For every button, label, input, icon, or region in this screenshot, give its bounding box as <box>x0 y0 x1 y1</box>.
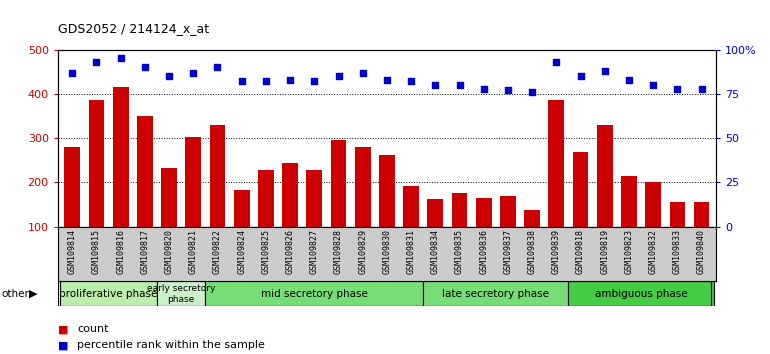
Text: GSM109832: GSM109832 <box>648 229 658 274</box>
Text: GSM109818: GSM109818 <box>576 229 585 274</box>
Text: GSM109834: GSM109834 <box>431 229 440 274</box>
Point <box>429 82 441 88</box>
Text: GSM109815: GSM109815 <box>92 229 101 274</box>
Bar <box>89 101 105 227</box>
Text: other: other <box>2 289 29 299</box>
Point <box>259 79 272 84</box>
Text: GSM109836: GSM109836 <box>479 229 488 274</box>
Text: GSM109823: GSM109823 <box>624 229 634 274</box>
Text: ▶: ▶ <box>29 289 38 299</box>
Point <box>163 73 176 79</box>
Text: GSM109822: GSM109822 <box>213 229 222 274</box>
Text: ■: ■ <box>58 340 69 350</box>
Bar <box>568 281 714 306</box>
Point <box>671 86 684 91</box>
Point <box>284 77 296 82</box>
Bar <box>452 193 467 227</box>
Text: mid secretory phase: mid secretory phase <box>261 289 368 299</box>
Bar <box>206 281 424 306</box>
Bar <box>234 190 249 227</box>
Bar <box>355 147 370 227</box>
Point <box>90 59 102 65</box>
Text: GSM109829: GSM109829 <box>358 229 367 274</box>
Point <box>574 73 587 79</box>
Text: count: count <box>77 324 109 334</box>
Bar <box>283 163 298 227</box>
Bar <box>694 202 709 227</box>
Point <box>405 79 417 84</box>
Point <box>477 86 490 91</box>
Text: GDS2052 / 214124_x_at: GDS2052 / 214124_x_at <box>58 22 209 35</box>
Bar <box>65 147 80 227</box>
Text: GSM109830: GSM109830 <box>383 229 391 274</box>
Text: GSM109827: GSM109827 <box>310 229 319 274</box>
Bar <box>113 87 129 227</box>
Text: early secretory
phase: early secretory phase <box>147 284 216 303</box>
Text: GSM109838: GSM109838 <box>527 229 537 274</box>
Point <box>139 64 151 70</box>
Text: GSM109840: GSM109840 <box>697 229 706 274</box>
Point <box>526 89 538 95</box>
Bar <box>306 170 322 227</box>
Point <box>551 59 563 65</box>
Point <box>308 79 320 84</box>
Bar <box>157 281 206 306</box>
Point <box>211 64 223 70</box>
Text: GSM109831: GSM109831 <box>407 229 416 274</box>
Bar <box>524 210 540 227</box>
Point <box>623 77 635 82</box>
Text: GSM109817: GSM109817 <box>140 229 149 274</box>
Point <box>380 77 393 82</box>
Bar <box>621 176 637 227</box>
Bar <box>403 186 419 227</box>
Point <box>357 70 369 75</box>
Text: GSM109821: GSM109821 <box>189 229 198 274</box>
Point <box>647 82 659 88</box>
Bar <box>597 125 613 227</box>
Text: late secretory phase: late secretory phase <box>442 289 549 299</box>
Bar <box>548 101 564 227</box>
Point <box>115 56 127 61</box>
Bar <box>209 125 226 227</box>
Point <box>66 70 79 75</box>
Text: GSM109825: GSM109825 <box>261 229 270 274</box>
Point <box>695 86 708 91</box>
Text: GSM109835: GSM109835 <box>455 229 464 274</box>
Bar <box>645 182 661 227</box>
Bar <box>573 152 588 227</box>
Point <box>454 82 466 88</box>
Text: GSM109819: GSM109819 <box>601 229 609 274</box>
Bar <box>330 140 346 227</box>
Bar <box>476 198 491 227</box>
Point <box>598 68 611 74</box>
Point <box>187 70 199 75</box>
Text: GSM109816: GSM109816 <box>116 229 126 274</box>
Bar <box>424 281 568 306</box>
Bar <box>669 202 685 227</box>
Bar <box>379 155 395 227</box>
Bar <box>427 199 444 227</box>
Bar <box>60 281 157 306</box>
Text: GSM109839: GSM109839 <box>552 229 561 274</box>
Point <box>236 79 248 84</box>
Bar <box>161 168 177 227</box>
Bar <box>137 116 152 227</box>
Text: percentile rank within the sample: percentile rank within the sample <box>77 340 265 350</box>
Text: proliferative phase: proliferative phase <box>59 289 158 299</box>
Text: ■: ■ <box>58 324 69 334</box>
Text: GSM109837: GSM109837 <box>504 229 513 274</box>
Text: GSM109833: GSM109833 <box>673 229 682 274</box>
Bar <box>500 195 516 227</box>
Bar <box>186 137 201 227</box>
Point <box>502 87 514 93</box>
Text: GSM109824: GSM109824 <box>237 229 246 274</box>
Text: GSM109828: GSM109828 <box>334 229 343 274</box>
Text: GSM109820: GSM109820 <box>165 229 173 274</box>
Text: GSM109814: GSM109814 <box>68 229 77 274</box>
Point <box>333 73 345 79</box>
Bar <box>258 170 274 227</box>
Text: GSM109826: GSM109826 <box>286 229 295 274</box>
Text: ambiguous phase: ambiguous phase <box>594 289 688 299</box>
